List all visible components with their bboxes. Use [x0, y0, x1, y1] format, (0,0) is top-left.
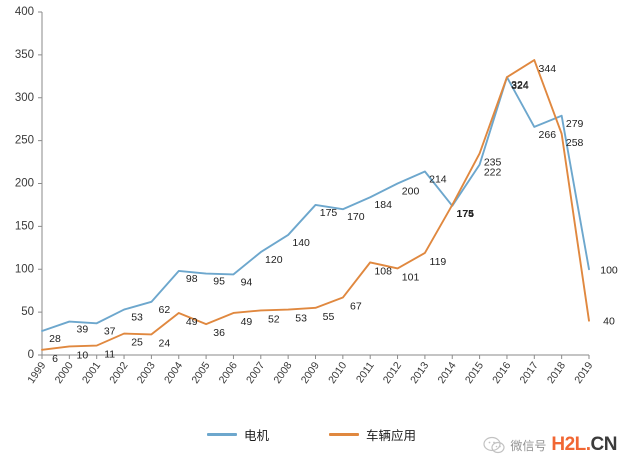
- data-label: 174: [456, 208, 474, 220]
- x-tick-label: 2013: [408, 360, 431, 386]
- data-label: 324: [511, 79, 529, 91]
- x-tick-label: 2014: [435, 360, 458, 386]
- data-label: 10: [77, 349, 89, 361]
- series-line-vehicle: [41, 59, 590, 351]
- x-tick-label: 2019: [572, 360, 595, 386]
- x-tick-label: 2009: [299, 360, 322, 386]
- y-tick-label: 150: [15, 220, 34, 232]
- watermark-brand-primary: H2L: [551, 434, 586, 455]
- data-label: 344: [539, 63, 557, 75]
- x-tick-label: 2011: [354, 360, 377, 386]
- data-label: 62: [159, 304, 171, 316]
- x-tick-label: 2001: [80, 360, 103, 386]
- legend-item-motor[interactable]: 电机: [206, 425, 269, 444]
- data-label: 200: [402, 186, 420, 198]
- data-label: 119: [430, 256, 447, 268]
- data-label: 175: [456, 208, 474, 220]
- x-tick-label: 2016: [490, 360, 513, 386]
- legend-swatch-motor: [206, 433, 237, 436]
- y-tick-label: 0: [28, 349, 34, 361]
- watermark: 微信号 H2L.CN: [483, 434, 618, 456]
- legend-label-motor: 电机: [243, 429, 269, 443]
- x-tick-label: 1999: [25, 360, 48, 386]
- data-label: 11: [104, 349, 115, 361]
- data-label: 37: [104, 325, 116, 337]
- series-line-motor: [41, 76, 590, 332]
- data-label: 266: [539, 129, 557, 141]
- wechat-face-icon: [483, 436, 505, 454]
- data-label: 55: [323, 311, 335, 323]
- data-label: 98: [186, 273, 198, 285]
- data-label: 258: [566, 137, 584, 149]
- y-tick-label: 250: [15, 135, 34, 147]
- data-label: 279: [566, 118, 584, 130]
- data-label: 120: [265, 254, 283, 266]
- data-label: 36: [213, 327, 225, 339]
- data-label: 94: [241, 276, 253, 288]
- y-tick-label: 350: [15, 49, 34, 61]
- data-label: 324: [511, 80, 529, 92]
- y-tick-label: 300: [15, 92, 34, 104]
- x-tick-label: 2002: [107, 360, 130, 386]
- data-label: 67: [350, 301, 362, 313]
- data-label: 53: [131, 312, 143, 324]
- x-tick-label: 2010: [326, 360, 349, 386]
- data-label: 6: [52, 353, 58, 365]
- data-label: 100: [600, 264, 618, 276]
- x-tick-label: 2003: [135, 360, 158, 386]
- watermark-prefix: 微信号: [510, 438, 547, 453]
- x-tick-label: 2017: [518, 360, 541, 386]
- x-tick-label: 2012: [381, 360, 404, 386]
- data-label: 175: [320, 207, 338, 219]
- y-tick-label: 400: [15, 6, 34, 18]
- data-label: 95: [213, 276, 225, 288]
- data-label: 140: [292, 237, 310, 249]
- data-label: 25: [131, 337, 143, 349]
- x-tick-label: 2004: [162, 360, 185, 386]
- data-label: 49: [241, 316, 253, 328]
- data-label: 39: [77, 324, 89, 336]
- y-tick-label: 200: [15, 178, 34, 190]
- data-label: 28: [49, 333, 61, 345]
- data-label: 170: [347, 211, 365, 223]
- data-label: 24: [159, 337, 171, 349]
- data-label: 235: [484, 156, 502, 168]
- x-tick-label: 2006: [217, 360, 240, 386]
- data-label: 222: [484, 167, 502, 179]
- data-label: 49: [186, 316, 198, 328]
- x-tick-label: 2005: [189, 360, 212, 386]
- y-tick-label: 100: [15, 263, 34, 275]
- x-tick-label: 2018: [545, 360, 568, 386]
- x-tick-label: 2007: [244, 360, 267, 386]
- data-label: 53: [295, 313, 307, 325]
- x-tick-label: 2015: [463, 360, 486, 386]
- watermark-brand-dot: .: [585, 434, 591, 455]
- x-tick-label: 2008: [271, 360, 294, 386]
- data-label: 40: [603, 316, 615, 328]
- watermark-brand-secondary: CN: [590, 434, 618, 455]
- chart-legend: 电机 车辆应用: [0, 425, 623, 444]
- data-label: 101: [402, 271, 420, 283]
- legend-swatch-vehicle: [329, 433, 359, 436]
- legend-label-vehicle: 车辆应用: [366, 429, 417, 443]
- data-label: 184: [374, 199, 392, 211]
- data-label: 52: [268, 313, 280, 325]
- legend-item-vehicle[interactable]: 车辆应用: [329, 425, 416, 444]
- data-label: 214: [429, 173, 447, 185]
- y-tick-label: 50: [21, 306, 34, 318]
- data-label: 108: [374, 265, 392, 277]
